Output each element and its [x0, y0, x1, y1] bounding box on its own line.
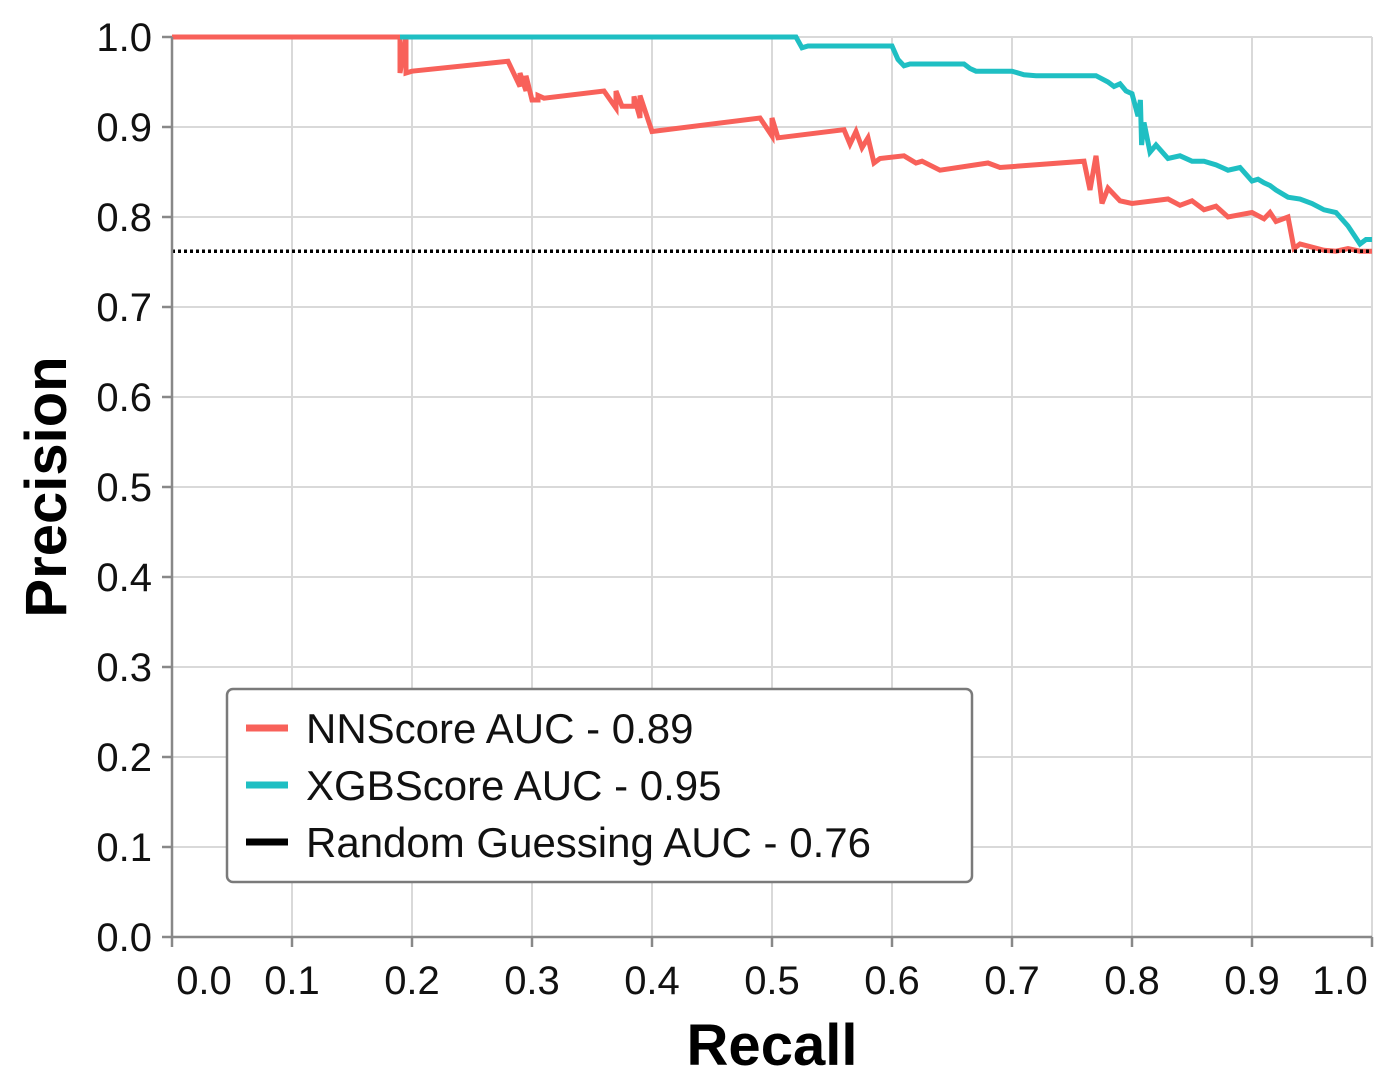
x-tick-label: 0.5 [744, 959, 800, 1003]
y-tick-label: 0.8 [96, 196, 152, 240]
x-tick-label: 0.1 [264, 959, 320, 1003]
y-tick-label: 0.9 [96, 106, 152, 150]
legend-box [225, 687, 974, 884]
series-lines [172, 34, 1372, 254]
x-axis-title: Recall [687, 1013, 858, 1078]
y-tick-label: 0.6 [96, 376, 152, 420]
y-tick-label: 0.0 [96, 916, 152, 960]
series-line-0 [172, 34, 1372, 254]
y-tick-label: 0.2 [96, 736, 152, 780]
legend: NNScore AUC - 0.89 XGBScore AUC - 0.95 Ran… [225, 687, 974, 884]
x-tick-label: 0.6 [864, 959, 920, 1003]
y-tick-label: 0.4 [96, 556, 152, 600]
x-tick-label: 0.9 [1224, 959, 1280, 1003]
series-line-1 [400, 34, 1372, 248]
legend-label-2: Random Guessing AUC - 0.76 [306, 819, 871, 866]
y-tick-label: 0.3 [96, 646, 152, 690]
x-tick-label: 0.0 [176, 959, 232, 1003]
y-axis-title: Precision [14, 356, 79, 617]
x-tick-label: 0.3 [504, 959, 560, 1003]
y-tick-label: 0.7 [96, 286, 152, 330]
x-tick-label: 0.7 [984, 959, 1040, 1003]
legend-label-1: XGBScore AUC - 0.95 [306, 762, 722, 809]
legend-label-0: NNScore AUC - 0.89 [306, 705, 693, 752]
x-tick-label: 1.0 [1312, 959, 1368, 1003]
axes: 0.0 0.1 0.2 0.3 0.4 0.5 0.6 0.7 0.8 0.9 1.0 0.0 0.1 0… [96, 16, 1374, 1003]
x-tick-label: 0.4 [624, 959, 680, 1003]
x-tick-label: 0.2 [384, 959, 440, 1003]
y-tick-label: 0.5 [96, 466, 152, 510]
x-tick-label: 0.8 [1104, 959, 1160, 1003]
y-tick-label: 0.1 [96, 826, 152, 870]
y-tick-label: 1.0 [96, 16, 152, 60]
